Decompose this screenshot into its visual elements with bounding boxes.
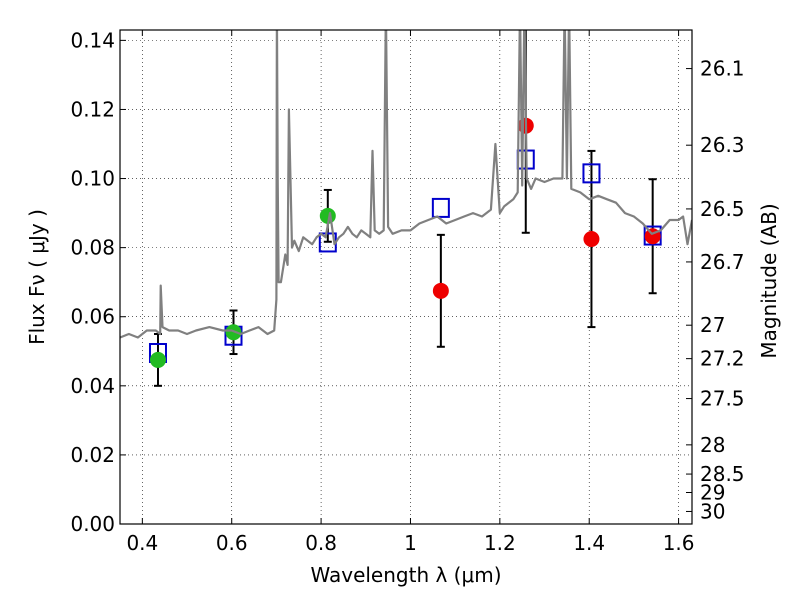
x-tick-label: 1.6 xyxy=(663,531,695,555)
plot-area xyxy=(120,30,692,387)
y-tick-label: 0.10 xyxy=(70,167,115,191)
y-tick-label: 0.02 xyxy=(70,443,115,467)
mag-tick-label: 27 xyxy=(700,313,725,337)
model-square-marker xyxy=(431,197,450,218)
observed-flux-marker xyxy=(583,231,600,247)
model-square-marker xyxy=(643,225,662,246)
axis-ticks: 0.4 0.6 0.8 1 1.2 1.4 1.6 0.00 0.02 0.04 0.06 0.08 0… xyxy=(70,28,744,555)
y2-axis-label: Magnitude (AB) xyxy=(757,203,781,358)
mag-tick-label: 26.5 xyxy=(700,197,745,221)
mag-tick-label: 27.2 xyxy=(700,347,745,371)
observed-flux-marker xyxy=(149,351,166,368)
mag-tick-label: 26.7 xyxy=(700,250,745,274)
x-tick-label: 0.4 xyxy=(126,531,158,555)
mag-tick-label: 30 xyxy=(700,499,725,523)
x-tick-label: 1.2 xyxy=(484,531,516,555)
model-square-marker xyxy=(582,163,601,184)
x-tick-label: 1.4 xyxy=(573,531,605,555)
x-tick-label: 0.6 xyxy=(216,531,248,555)
mag-tick-label: 26.1 xyxy=(700,57,745,81)
y-tick-label: 0.12 xyxy=(70,97,115,121)
y-tick-label: 0.04 xyxy=(70,374,115,398)
plot-frame xyxy=(119,29,693,525)
y-tick-label: 0.08 xyxy=(70,236,115,260)
grid-lines xyxy=(120,30,692,525)
y-tick-label: 0.00 xyxy=(70,512,115,536)
mag-tick-label: 27.5 xyxy=(700,387,745,411)
observed-flux-marker xyxy=(432,282,449,299)
mag-tick-label: 26.3 xyxy=(700,133,745,157)
plot-content xyxy=(120,30,692,387)
mag-tick-label: 28 xyxy=(700,433,725,457)
spectrum-line xyxy=(120,30,692,339)
mag-tick-label: 28.5 xyxy=(700,462,745,486)
y-axis-label: Flux Fν ( μJy ) xyxy=(25,209,49,345)
x-tick-label: 0.8 xyxy=(305,531,337,555)
x-tick-label: 1 xyxy=(404,531,417,555)
x-axis-label: Wavelength λ (μm) xyxy=(310,563,501,587)
y-tick-label: 0.06 xyxy=(70,305,115,329)
y-tick-label: 0.14 xyxy=(70,28,115,52)
mag-tick-label: 29 xyxy=(700,480,725,504)
